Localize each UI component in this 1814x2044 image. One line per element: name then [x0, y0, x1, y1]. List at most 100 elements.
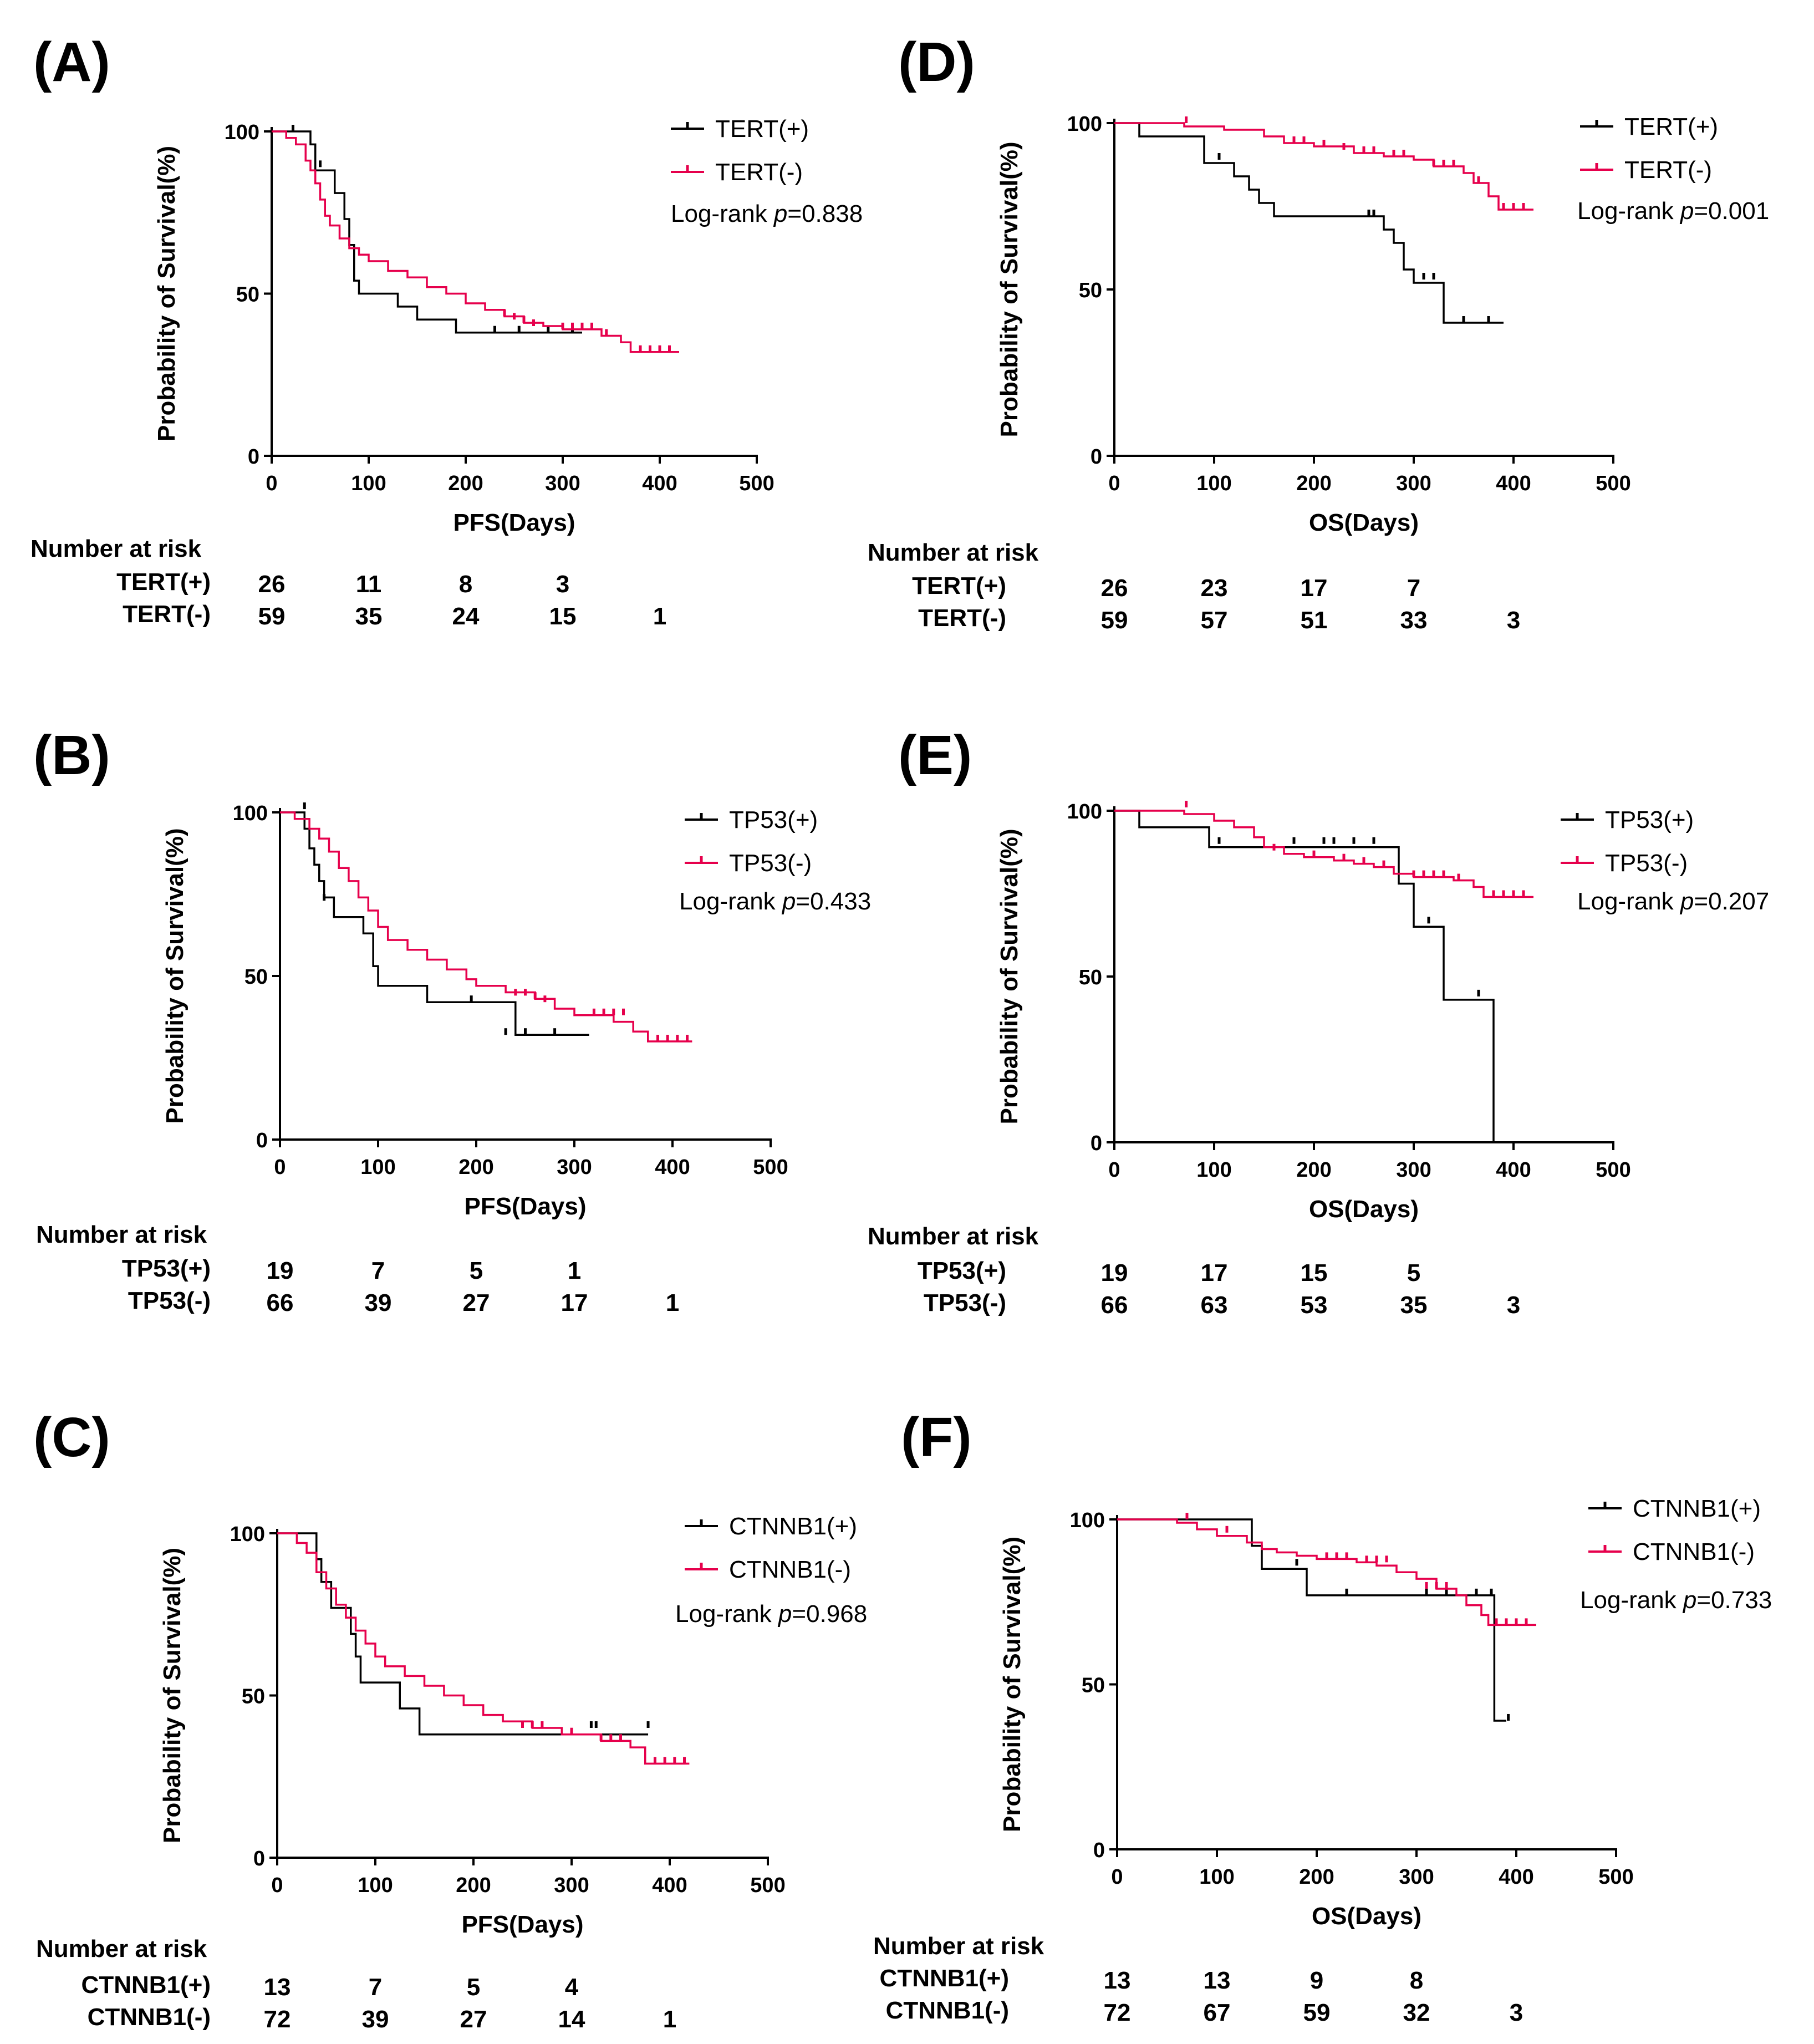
x-tick-label: 500	[753, 1156, 788, 1179]
x-tick-label: 200	[1296, 1158, 1331, 1182]
y-tick-label: 0	[256, 1129, 268, 1152]
risk-count: 1	[567, 1257, 582, 1284]
y-axis-label: Probability of Survival(%)	[996, 142, 1023, 438]
logrank-annotation: Log-rank p=0.207	[1577, 888, 1769, 915]
risk-title: Number at risk	[868, 539, 1039, 566]
y-tick-label: 0	[1091, 1132, 1102, 1155]
risk-count: 3	[556, 571, 570, 598]
risk-row-label: TP53(+)	[121, 1255, 211, 1282]
risk-row-label: CTNNB1(-)	[885, 1997, 1009, 2024]
km-plot: 0 100 200 300 400 500 0 50 100 OS(Days) Probabilit…	[998, 1495, 1772, 1930]
logrank-p: p	[1679, 197, 1694, 225]
x-tick-label: 400	[652, 1874, 687, 1897]
panel-E: (E) 0 100 200 300 400 500 0 50 100 OS(Days) Probab…	[868, 693, 1769, 1359]
legend-label: TERT(-)	[1624, 156, 1712, 184]
panel-C: (C) 0 100 200 300 400 500 0 50 100 PFS(Days) Proba…	[0, 1375, 876, 2041]
risk-row-label: TP53(-)	[128, 1287, 211, 1314]
x-tick-label: 100	[351, 472, 386, 495]
risk-row-label: TERT(-)	[123, 601, 211, 628]
risk-count: 57	[1200, 607, 1228, 634]
x-tick-label: 100	[1196, 1158, 1231, 1182]
risk-count: 17	[1200, 1259, 1228, 1287]
risk-count: 3	[1509, 1999, 1523, 2026]
risk-count: 19	[266, 1257, 294, 1284]
y-tick-label: 50	[244, 965, 268, 989]
x-tick-label: 0	[274, 1156, 286, 1179]
km-plot: 0 100 200 300 400 500 0 50 100 PFS(Days) Probabili…	[153, 115, 863, 536]
survival-curve-negative	[1114, 810, 1533, 898]
survival-curve-positive	[1117, 1518, 1506, 1722]
survival-curve-positive	[272, 130, 582, 334]
x-tick-label: 500	[1596, 472, 1630, 495]
logrank-annotation: Log-rank p=0.001	[1577, 197, 1769, 225]
risk-title: Number at risk	[873, 1933, 1044, 1960]
logrank-prefix: Log-rank	[1580, 1587, 1683, 1614]
x-tick-label: 0	[1111, 1865, 1123, 1889]
risk-count: 1	[663, 2006, 677, 2033]
y-axis-label: Probability of Survival(%)	[998, 1537, 1026, 1832]
risk-row-label: TERT(+)	[912, 572, 1006, 599]
y-tick-label: 50	[1082, 1674, 1105, 1697]
x-tick-label: 200	[1299, 1865, 1334, 1889]
x-tick-label: 400	[655, 1156, 690, 1179]
risk-title: Number at risk	[868, 1223, 1039, 1250]
x-tick-label: 200	[1296, 472, 1331, 495]
x-tick-label: 300	[554, 1874, 589, 1897]
risk-title: Number at risk	[36, 1935, 207, 1962]
x-tick-label: 0	[271, 1874, 283, 1897]
panel-D: (D) 0 100 200 300 400 500 0 50 100 OS(Days) Probab…	[868, 0, 1769, 665]
y-tick-label: 100	[1070, 1509, 1105, 1532]
panel-letter: (D)	[898, 31, 975, 93]
risk-count: 59	[1303, 1999, 1331, 2026]
risk-count: 27	[460, 2006, 487, 2033]
x-tick-label: 500	[1598, 1865, 1633, 1889]
risk-count: 3	[1506, 1292, 1521, 1319]
x-tick-label: 400	[1496, 472, 1531, 495]
legend-label: TERT(-)	[715, 159, 803, 186]
panel-letter: (E)	[898, 724, 972, 786]
panel-letter: (B)	[33, 724, 110, 786]
panel-letter: (C)	[33, 1406, 110, 1468]
risk-count: 27	[462, 1289, 490, 1316]
x-tick-label: 300	[545, 472, 580, 495]
x-tick-label: 100	[360, 1156, 395, 1179]
survival-curve-negative	[280, 811, 692, 1043]
risk-count: 39	[361, 2006, 389, 2033]
x-tick-label: 500	[750, 1874, 785, 1897]
logrank-prefix: Log-rank	[679, 888, 782, 915]
y-axis-label: Probability of Survival(%)	[161, 828, 188, 1124]
logrank-value: =0.207	[1694, 888, 1769, 915]
y-tick-label: 0	[253, 1847, 265, 1870]
y-tick-label: 100	[225, 121, 259, 144]
logrank-p: p	[781, 888, 796, 915]
legend-label: TP53(-)	[1605, 850, 1688, 877]
risk-count: 3	[1506, 607, 1521, 634]
km-plot: 0 100 200 300 400 500 0 50 100 OS(Days) Probabilit…	[996, 800, 1769, 1223]
risk-count: 15	[549, 603, 577, 630]
risk-count: 51	[1300, 607, 1328, 634]
x-tick-label: 300	[1399, 1865, 1434, 1889]
logrank-p: p	[1682, 1587, 1696, 1614]
risk-count: 19	[1100, 1259, 1128, 1287]
survival-curve-negative	[1117, 1518, 1536, 1626]
risk-count: 14	[558, 2006, 585, 2033]
panel-B: (B) 0 100 200 300 400 500 0 50 100 PFS(Days) Proba…	[0, 693, 876, 1359]
y-tick-label: 0	[1093, 1839, 1105, 1862]
panel-A: (A) 0 100 200 300 400 500 0 50 100 PFS(Days) Proba…	[0, 0, 876, 665]
x-tick-label: 300	[557, 1156, 592, 1179]
risk-count: 59	[1100, 607, 1128, 634]
panel-letter: (F)	[901, 1406, 972, 1468]
x-axis-label: PFS(Days)	[461, 1911, 583, 1938]
risk-count: 26	[1100, 574, 1128, 602]
risk-count: 35	[1400, 1292, 1428, 1319]
y-tick-label: 100	[233, 802, 268, 825]
y-tick-label: 50	[236, 283, 259, 307]
logrank-p: p	[773, 200, 787, 227]
risk-count: 39	[364, 1289, 392, 1316]
legend-label: TP53(-)	[729, 850, 812, 877]
risk-count: 7	[368, 1974, 383, 2001]
y-tick-label: 100	[1067, 800, 1102, 823]
legend-label: CTNNB1(-)	[729, 1556, 851, 1583]
x-tick-label: 300	[1396, 1158, 1431, 1182]
risk-count: 15	[1300, 1259, 1328, 1287]
